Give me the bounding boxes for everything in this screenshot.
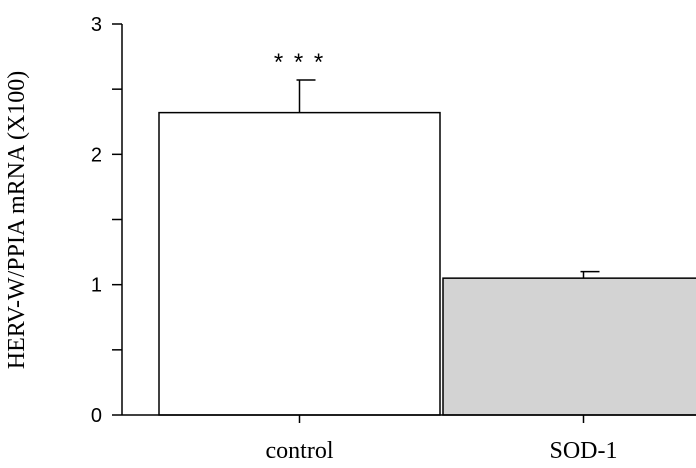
y-tick-label: 2 <box>91 144 102 166</box>
error-bars-group <box>296 79 600 279</box>
bar-sod-1 <box>442 277 696 416</box>
x-tick-label: control <box>266 438 334 464</box>
significance-annotation: * * * <box>274 49 325 76</box>
labels-group: 0 1 2 3 control SOD-1 * * * <box>91 14 618 464</box>
x-tick-label: SOD-1 <box>549 438 617 464</box>
bars-group <box>158 111 696 416</box>
x-axis-ticks <box>298 415 585 423</box>
y-axis-label: HERV-W/PPIA mRNA (X100) <box>4 71 30 370</box>
bar-control <box>158 111 441 416</box>
y-tick-label: 3 <box>91 14 102 36</box>
y-tick-label: 0 <box>91 405 102 427</box>
y-axis-ticks <box>112 23 122 416</box>
y-tick-label: 1 <box>91 275 102 297</box>
